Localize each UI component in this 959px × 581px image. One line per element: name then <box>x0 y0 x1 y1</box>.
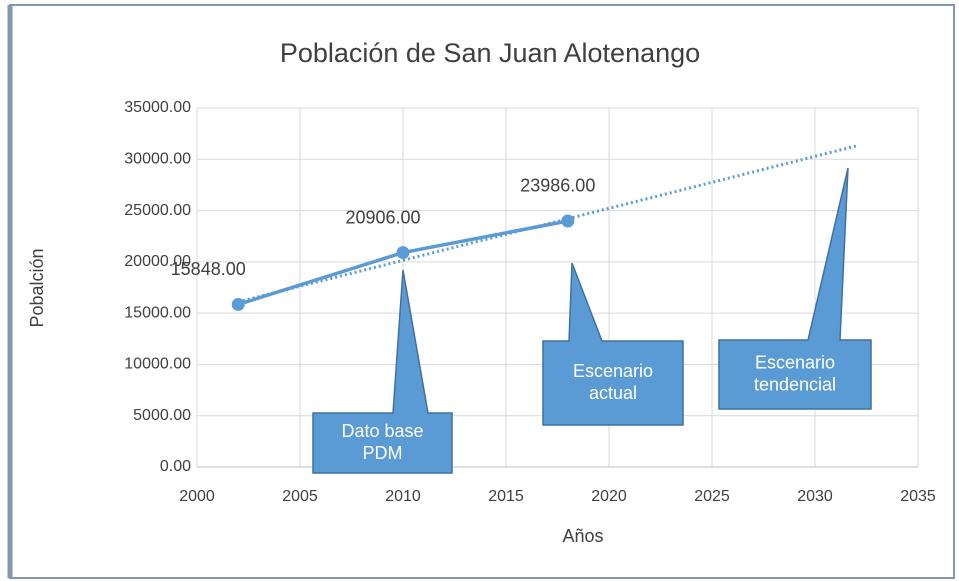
x-tick-label: 2025 <box>694 488 730 505</box>
data-label: 20906.00 <box>345 207 420 227</box>
x-tick-label: 2000 <box>179 488 215 505</box>
y-tick-label: 15000.00 <box>124 304 191 321</box>
callout-text: PDM <box>363 443 403 463</box>
x-tick-label: 2030 <box>797 488 833 505</box>
callout <box>542 262 684 426</box>
callout-text: actual <box>589 383 637 403</box>
x-tick-label: 2010 <box>385 488 421 505</box>
y-tick-label: 30000.00 <box>124 151 191 168</box>
callout-text: tendencial <box>754 374 836 394</box>
x-tick-label: 2020 <box>591 488 627 505</box>
y-tick-label: 5000.00 <box>133 407 191 424</box>
y-tick-label: 35000.00 <box>124 99 191 116</box>
callout-text: Dato base <box>341 421 423 441</box>
callout-text: Escenario <box>755 352 835 372</box>
data-label: 15848.00 <box>171 259 246 279</box>
data-label: 23986.00 <box>520 176 595 196</box>
data-point <box>231 297 245 311</box>
x-tick-label: 2005 <box>282 488 318 505</box>
data-point <box>396 246 410 260</box>
callout <box>312 269 453 474</box>
trendline <box>237 144 857 304</box>
y-tick-label: 0.00 <box>160 458 191 475</box>
x-axis-label: Años <box>562 526 603 546</box>
y-tick-label: 25000.00 <box>124 202 191 219</box>
chart-title: Población de San Juan Alotenango <box>280 38 700 68</box>
chart-frame <box>9 4 955 579</box>
data-point <box>561 214 575 228</box>
x-tick-label: 2035 <box>900 488 936 505</box>
callout <box>718 167 872 410</box>
y-tick-label: 20000.00 <box>124 253 191 270</box>
callout-text: Escenario <box>573 361 653 381</box>
x-tick-label: 2015 <box>488 488 524 505</box>
y-tick-label: 10000.00 <box>124 356 191 373</box>
y-axis-label: Pobalción <box>27 248 47 327</box>
